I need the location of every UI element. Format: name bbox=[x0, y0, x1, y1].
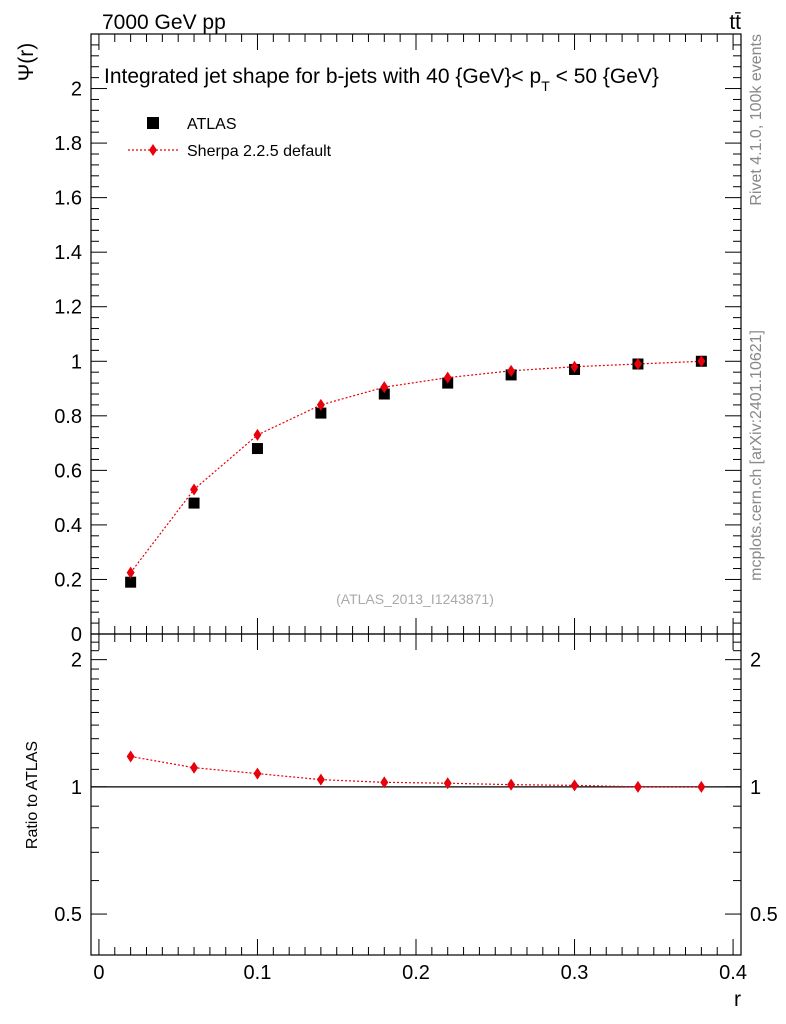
sherpa-point bbox=[443, 371, 452, 384]
ratio-sherpa-point bbox=[126, 750, 135, 763]
ratio-sherpa-line bbox=[130, 755, 702, 788]
ratio-y-tick-label-right: 2 bbox=[750, 650, 761, 672]
main-series bbox=[125, 355, 707, 588]
energy-label: 7000 GeV pp bbox=[102, 11, 226, 34]
main-y-tick-label: 0.2 bbox=[54, 569, 82, 591]
mcplots-source-label: mcplots.cern.ch [arXiv:2401.10621] bbox=[748, 330, 765, 581]
ratio-y-tick-label-right: 1 bbox=[750, 777, 761, 799]
legend: ATLAS Sherpa 2.2.5 default bbox=[128, 116, 332, 160]
atlas-point bbox=[251, 443, 263, 455]
ratio-sherpa-point bbox=[507, 778, 516, 791]
atlas-point bbox=[378, 388, 390, 400]
sherpa-point bbox=[126, 566, 135, 579]
process-label: tt̄ bbox=[729, 11, 741, 34]
sherpa-point bbox=[633, 358, 642, 370]
ratio-sherpa-point bbox=[443, 777, 452, 790]
main-y-tick-label: 0.4 bbox=[54, 515, 82, 537]
atlas-point bbox=[188, 497, 200, 509]
sherpa-line bbox=[130, 360, 702, 574]
x-axis-label: r bbox=[734, 988, 741, 1011]
main-x-ticks bbox=[98, 34, 734, 634]
ratio-x-ticks: 0 0.1 0.2 0.3 0.4 bbox=[93, 634, 747, 984]
main-y-tick-label: 1.6 bbox=[54, 188, 82, 210]
sherpa-point bbox=[253, 428, 262, 441]
ratio-sherpa-point bbox=[633, 780, 642, 793]
ratio-panel: 0.5 0.51 12 2 0 0.1 0.2 0.3 0.4 Ratio to ATLAS … bbox=[24, 633, 778, 1011]
sherpa-point bbox=[380, 381, 389, 394]
sherpa-point bbox=[316, 398, 325, 411]
ratio-y-tick-label-right: 0.5 bbox=[750, 904, 778, 926]
x-tick-label: 0.2 bbox=[402, 962, 430, 984]
x-tick-label: 0.1 bbox=[244, 962, 272, 984]
ratio-sherpa-point bbox=[190, 761, 199, 774]
ratio-sherpa-point bbox=[697, 780, 706, 793]
atlas-point bbox=[315, 407, 327, 419]
ratio-y-tick-label-left: 2 bbox=[71, 650, 82, 672]
main-y-tick-label: 1.4 bbox=[54, 242, 82, 264]
ratio-y-ticks: 0.5 0.5 1 1 2 2 bbox=[54, 641, 778, 926]
sherpa-point bbox=[507, 364, 516, 377]
legend-atlas-label: ATLAS bbox=[187, 116, 237, 133]
main-y-tick-label: 0.8 bbox=[54, 406, 82, 428]
x-tick-label: 0 bbox=[93, 962, 104, 984]
main-y-tick-label: 0 bbox=[71, 624, 82, 646]
legend-sherpa-label: Sherpa 2.2.5 default bbox=[187, 143, 332, 160]
ratio-sherpa-point bbox=[316, 773, 325, 786]
legend-sherpa-marker bbox=[149, 144, 157, 156]
main-y-tick-label: 2 bbox=[71, 79, 82, 101]
ratio-y-tick-label-left: 0.5 bbox=[54, 904, 82, 926]
main-title-subscript: T bbox=[541, 78, 550, 94]
main-y-tick-label: 0.6 bbox=[54, 460, 82, 482]
main-y-axis-label: Ψ(r) bbox=[15, 43, 38, 82]
x-tick-label: 0.3 bbox=[561, 962, 589, 984]
main-y-tick-label: 1 bbox=[71, 351, 82, 373]
rivet-version-label: Rivet 4.1.0, 100k events bbox=[748, 34, 765, 206]
ratio-y-axis-label: Ratio to ATLAS bbox=[24, 741, 41, 849]
sherpa-point bbox=[697, 355, 706, 368]
ratio-sherpa-point bbox=[380, 776, 389, 789]
legend-atlas-marker bbox=[147, 117, 159, 129]
ratio-frame bbox=[90, 633, 742, 956]
ratio-sherpa-point bbox=[570, 779, 579, 792]
main-y-tick-label: 1.2 bbox=[54, 297, 82, 319]
ratio-y-tick-label-left: 1 bbox=[71, 777, 82, 799]
main-title-suffix: < 50 {GeV} bbox=[550, 65, 659, 88]
main-title: Integrated jet shape for b-jets with 40 … bbox=[104, 65, 659, 94]
x-tick-label: 0.4 bbox=[719, 962, 747, 984]
atlas-point bbox=[125, 576, 137, 588]
analysis-watermark: (ATLAS_2013_I1243871) bbox=[336, 591, 494, 607]
sherpa-point bbox=[190, 483, 199, 496]
ratio-series bbox=[126, 750, 706, 793]
main-y-tick-label: 1.8 bbox=[54, 133, 82, 155]
sherpa-point bbox=[570, 360, 579, 373]
main-y-ticks: 0 0.2 0.4 0.6 0.8 1 1.2 1.4 1.6 1.8 2 bbox=[54, 44, 741, 646]
ratio-sherpa-point bbox=[253, 767, 262, 780]
main-panel: 0 0.2 0.4 0.6 0.8 1 1.2 1.4 1.6 1.8 2 Ψ(r) Integra… bbox=[15, 33, 742, 646]
main-title-prefix: Integrated jet shape for b-jets with 40 … bbox=[104, 65, 541, 88]
